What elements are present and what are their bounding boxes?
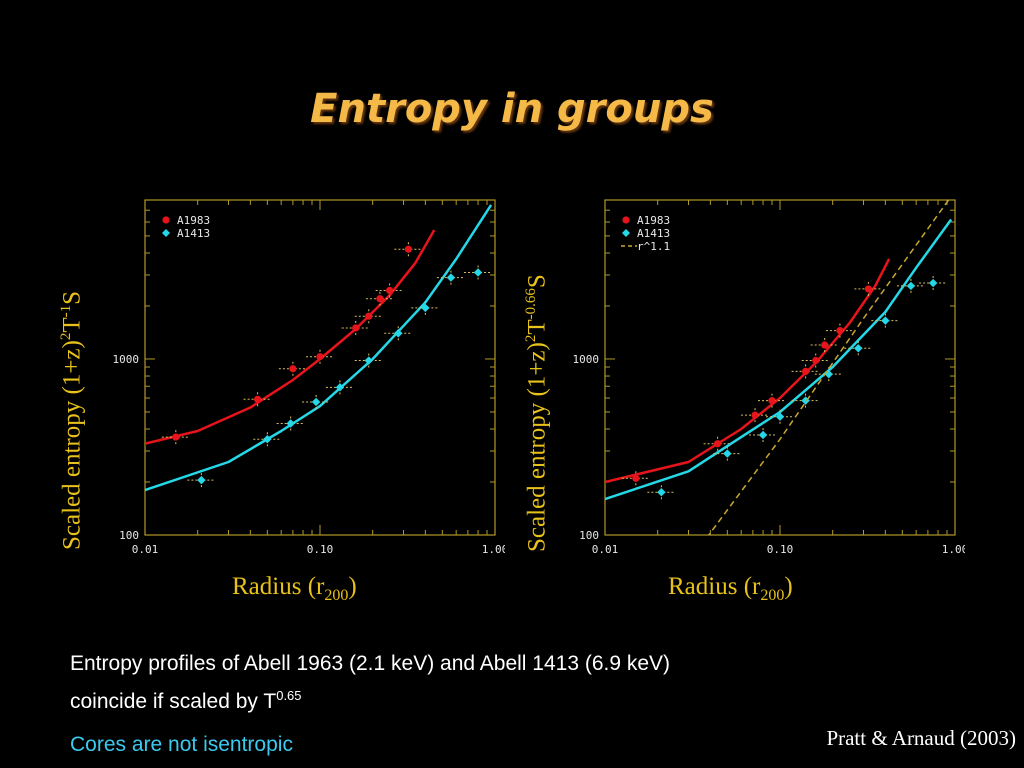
a1413-data-point xyxy=(824,369,833,379)
left-y-axis-label: Scaled entropy (1+z)2T-1S xyxy=(58,290,86,550)
x-tick-label: 0.10 xyxy=(307,543,334,556)
a1983-data-point xyxy=(632,474,640,482)
y-tick-label: 1000 xyxy=(113,353,140,366)
x-tick-label: 1.00 xyxy=(482,543,505,556)
a1983-data-point xyxy=(365,312,373,320)
plot-frame xyxy=(144,199,496,536)
left-x-axis-label: Radius (r200) xyxy=(232,573,357,604)
legend-swatch xyxy=(162,216,170,224)
a1983-data-point xyxy=(316,353,324,361)
a1413-data-point xyxy=(335,383,345,392)
a1983-data-point xyxy=(714,440,722,448)
a1983-data-point xyxy=(386,286,394,295)
legend-swatch xyxy=(622,216,630,224)
x-tick-label: 0.01 xyxy=(592,543,619,556)
caption-line-1: Entropy profiles of Abell 1963 (2.1 keV)… xyxy=(70,652,671,675)
a1413-fit-line xyxy=(605,218,953,501)
a1413-data-point xyxy=(394,329,403,338)
a1413-data-point xyxy=(758,430,768,440)
a1413-data-point xyxy=(881,316,890,325)
y-tick-label: 100 xyxy=(579,529,599,542)
legend-label: r^1.1 xyxy=(637,240,670,253)
a1983-data-point xyxy=(821,341,829,349)
citation: Pratt & Arnaud (2003) xyxy=(826,726,1016,750)
a1983-fit-line xyxy=(605,258,891,484)
x-tick-label: 1.00 xyxy=(942,543,965,556)
legend-label: A1983 xyxy=(637,214,670,227)
a1413-data-point xyxy=(657,488,666,497)
legend-entry: A1983 xyxy=(162,214,210,227)
a1413-data-point xyxy=(286,419,295,428)
a1413-data-point xyxy=(723,449,732,458)
caption: Entropy profiles of Abell 1963 (2.1 keV)… xyxy=(70,648,930,718)
a1983-data-point xyxy=(836,326,844,335)
a1983-data-point xyxy=(751,411,759,419)
legend-entry: A1413 xyxy=(162,227,210,240)
x-tick-label: 0.01 xyxy=(132,543,159,556)
cores-note: Cores are not isentropic xyxy=(70,733,293,756)
a1983-data-point xyxy=(352,324,360,332)
a1983-data-point xyxy=(864,285,873,293)
a1413-data-point xyxy=(421,303,430,313)
a1983-fit-line xyxy=(145,229,436,445)
legend-label: A1413 xyxy=(177,227,210,240)
a1413-data-point xyxy=(775,412,785,421)
right-y-axis-label: Scaled entropy (1+z)2T-0.66S xyxy=(523,274,551,552)
legend-label: A1413 xyxy=(637,227,670,240)
legend-entry: A1983 xyxy=(622,214,670,227)
a1983-data-point xyxy=(404,245,413,253)
a1983-data-point xyxy=(376,295,384,303)
a1413-data-point xyxy=(364,356,373,365)
a1983-data-point xyxy=(768,397,776,405)
a1983-data-point xyxy=(812,356,820,365)
a1983-data-point xyxy=(289,365,297,373)
right-x-axis-label: Radius (r200) xyxy=(668,573,793,604)
a1413-data-point xyxy=(197,475,206,485)
legend-swatch xyxy=(622,229,630,237)
a1983-data-point xyxy=(254,395,262,403)
legend-swatch xyxy=(162,229,170,237)
y-tick-label: 100 xyxy=(119,529,139,542)
a1413-data-point xyxy=(446,273,456,282)
legend-entry: r^1.1 xyxy=(621,240,670,253)
legend-label: A1983 xyxy=(177,214,210,227)
a1413-fit-line xyxy=(145,204,493,492)
a1983-data-point xyxy=(172,433,180,441)
a1413-data-point xyxy=(263,435,272,444)
a1983-data-point xyxy=(801,367,810,375)
y-tick-label: 1000 xyxy=(573,353,600,366)
a1413-data-point xyxy=(854,344,863,353)
a1413-data-point xyxy=(906,281,916,291)
a1413-data-point xyxy=(311,397,321,407)
caption-line-2: coincide if scaled by T0.65 xyxy=(70,688,302,713)
x-tick-label: 0.10 xyxy=(767,543,794,556)
a1413-data-point xyxy=(928,278,938,288)
legend-entry: A1413 xyxy=(622,227,670,240)
slide-title: Entropy in groups xyxy=(310,86,714,132)
a1413-data-point xyxy=(473,268,483,277)
